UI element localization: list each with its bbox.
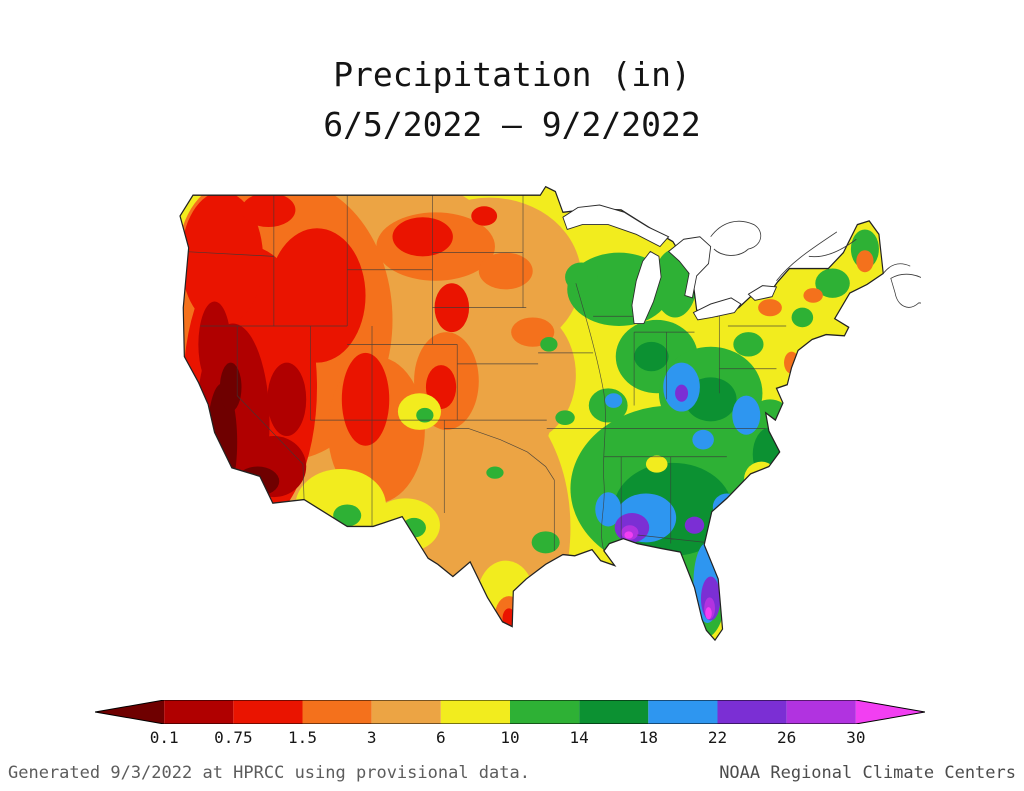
precip-region <box>634 341 669 372</box>
precip-region <box>486 466 504 479</box>
map-title: Precipitation (in) 6/5/2022 – 9/2/2022 <box>0 50 1024 149</box>
precip-region <box>604 393 623 408</box>
precip-region <box>684 516 705 534</box>
precip-region <box>555 410 575 425</box>
map-shape <box>808 238 857 258</box>
precip-region <box>219 362 242 412</box>
precip-region <box>471 206 498 226</box>
generated-note: Generated 9/3/2022 at HPRCC using provis… <box>8 763 530 783</box>
precip-region <box>758 299 782 317</box>
colorbar-segment <box>302 700 372 724</box>
colorbar-svg <box>95 700 925 724</box>
colorbar-segment <box>855 700 925 724</box>
colorbar-label: 0.75 <box>214 728 253 747</box>
map-shape <box>882 263 911 274</box>
colorbar-segment <box>786 700 856 724</box>
precip-region <box>198 301 231 388</box>
colorbar-segment <box>648 700 718 724</box>
precip-region <box>392 217 453 257</box>
colorbar-label: 0.1 <box>149 728 179 747</box>
precip-region <box>267 362 307 436</box>
state-borders <box>182 195 787 551</box>
lake-ontario <box>747 285 778 301</box>
lake-superior <box>562 204 670 248</box>
colorbar-label: 30 <box>846 728 866 747</box>
title-line1: Precipitation (in) <box>333 55 691 94</box>
precip-region <box>733 332 764 357</box>
precip-region <box>540 337 558 352</box>
precip-region <box>732 395 761 435</box>
us-precipitation-map <box>179 185 921 641</box>
precip-region <box>595 492 622 527</box>
precip-region <box>705 607 712 620</box>
colorbar-label: 18 <box>638 728 658 747</box>
colorbar-label: 26 <box>777 728 797 747</box>
map-container <box>166 161 921 711</box>
colorbar-label: 10 <box>500 728 520 747</box>
precip-region <box>268 228 366 363</box>
precip-region <box>692 429 714 450</box>
precip-region <box>370 498 440 553</box>
colorbar-segment <box>579 700 649 724</box>
precip-region <box>645 455 668 473</box>
precip-region <box>416 407 434 423</box>
precip-region <box>531 531 560 554</box>
colorbar-label: 3 <box>366 728 377 747</box>
lake-michigan <box>631 250 662 325</box>
colorbar-segment <box>164 700 234 724</box>
colorbar-label: 6 <box>436 728 446 747</box>
colorbar-segment <box>440 700 510 724</box>
precip-region <box>478 252 533 290</box>
precip-region <box>181 191 264 326</box>
colorbar-label: 1.5 <box>288 728 317 747</box>
colorbar-segment <box>233 700 303 724</box>
precip-region <box>333 504 362 527</box>
title-line2: 6/5/2022 – 9/2/2022 <box>323 104 701 144</box>
colorbar-segment <box>717 700 787 724</box>
precip-region <box>752 427 788 482</box>
noaa-credit: NOAA Regional Climate Centers <box>719 763 1016 783</box>
precip-region <box>791 307 814 328</box>
lake-erie <box>692 297 742 321</box>
map-shape <box>890 273 921 308</box>
map-shape <box>776 231 838 282</box>
colorbar-segment <box>95 700 165 724</box>
precip-region <box>341 352 390 446</box>
precip-region <box>716 505 730 521</box>
canada-coastlines <box>710 220 921 308</box>
precip-region <box>675 384 689 402</box>
precip-region <box>803 288 823 303</box>
precip-region <box>815 268 850 298</box>
precip-region <box>402 517 426 538</box>
precip-region <box>241 192 296 227</box>
lake-huron <box>667 236 712 299</box>
colorbar-segment <box>510 700 580 724</box>
precip-region <box>744 461 779 496</box>
colorbar-labels: 0.1 0.75 1.5 3 6 10 14 18 22 26 30 <box>95 728 925 750</box>
colorbar-label: 14 <box>569 728 589 747</box>
precip-region <box>565 262 598 292</box>
precip-shading <box>180 186 884 641</box>
colorbar-segment <box>371 700 441 724</box>
map-shape <box>710 220 762 256</box>
precip-region <box>295 469 387 543</box>
great-lakes <box>562 204 778 325</box>
colorbar-label: 22 <box>707 728 728 747</box>
colorbar <box>95 700 925 724</box>
precip-region <box>856 250 874 273</box>
precip-region <box>624 531 634 539</box>
